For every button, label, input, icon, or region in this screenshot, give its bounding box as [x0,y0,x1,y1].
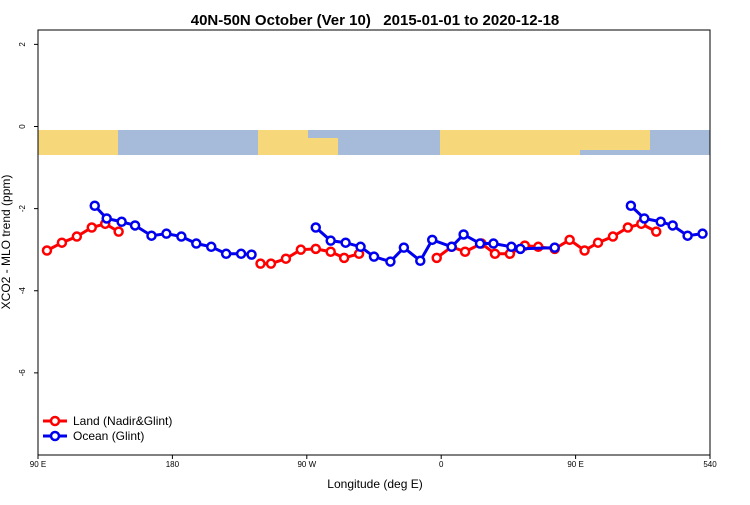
data-point [579,245,590,256]
x-tick-label: 540 [703,460,717,469]
data-point [368,251,380,262]
data-point [220,248,232,260]
data-point [650,226,662,237]
data-point [697,228,708,239]
data-point [71,231,83,242]
data-point [295,244,307,255]
data-point [89,200,100,211]
data-point [515,243,526,255]
data-point [338,252,350,264]
data-point [426,234,438,246]
data-point [446,241,457,253]
data-point [607,231,619,242]
data-point [398,242,410,253]
chart-title: 40N-50N October (Ver 10) 2015-01-01 to 2… [191,12,560,29]
data-point [280,253,292,264]
data-point [146,230,157,241]
data-point [592,237,604,248]
x-tick-label: 90 E [30,460,46,469]
data-point [86,222,98,233]
data-point [459,246,471,257]
legend-label: Land (Nadir&Glint) [73,414,172,428]
data-point [56,237,68,248]
data-point [235,248,247,260]
x-tick-label: 0 [439,460,444,469]
data-point [549,242,560,253]
data-point [176,231,187,242]
y-tick-label: 2 [18,42,27,47]
y-tick-label: 0 [18,124,27,129]
data-point [639,213,650,224]
data-point [622,222,634,233]
data-point [625,200,637,211]
legend-label: Ocean (Glint) [73,429,144,443]
data-point [655,216,666,228]
y-tick-label: -4 [18,287,27,295]
data-point [355,241,366,253]
data-point [310,222,322,233]
data-point [161,228,172,239]
data-point [385,256,396,267]
plot-frame [37,29,711,456]
data-point [564,234,575,246]
data-point [458,229,469,240]
data-point [682,230,693,241]
data-point [325,246,336,257]
data-point [246,249,257,260]
data-point [101,213,112,224]
legend-marker [49,415,61,427]
data-point [489,248,501,260]
legend-marker [49,430,61,442]
x-tick-label: 90 E [567,460,583,469]
data-point [474,238,486,249]
y-axis-label: XCO2 - MLO trend (ppm) [0,175,13,310]
data-point [41,245,53,256]
data-point [667,220,678,231]
data-point [431,252,442,264]
data-point [205,241,217,253]
data-point [191,238,202,249]
data-point [415,255,426,267]
x-tick-label: 90 W [297,460,316,469]
y-tick-label: -6 [18,369,27,377]
data-point [113,226,124,237]
x-tick-label: 180 [166,460,180,469]
data-point [506,241,517,253]
data-point [255,258,266,269]
y-tick-label: -2 [18,205,27,213]
data-point [488,238,499,249]
data-point [325,235,336,246]
data-point [129,220,141,231]
data-point [310,243,322,255]
map-strip [38,130,710,155]
data-point [340,237,351,248]
data-point [116,216,127,228]
x-axis-label: Longitude (deg E) [327,477,422,491]
data-point [265,258,277,269]
